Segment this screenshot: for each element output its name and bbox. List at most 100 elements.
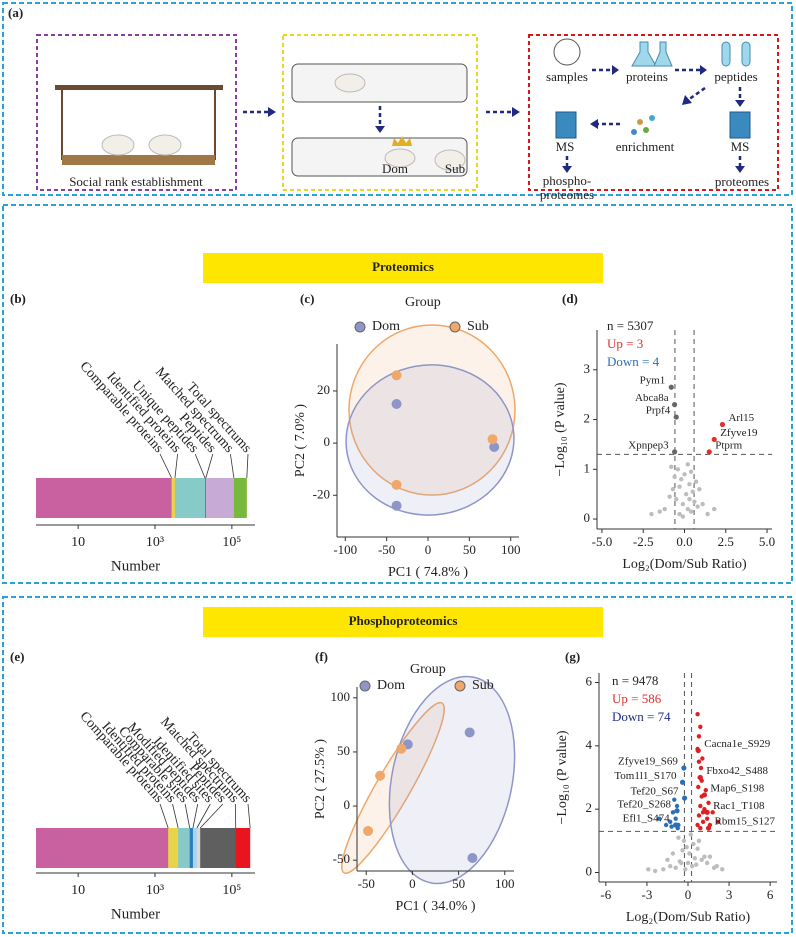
point: [676, 835, 681, 840]
leader-line: [172, 803, 179, 829]
point: [667, 494, 672, 499]
point: [657, 509, 662, 514]
point: [698, 765, 704, 771]
y-axis-label: PC2 ( 7.0% ): [293, 404, 308, 477]
caption: Social rank establishment: [69, 174, 203, 189]
x-tick-label: 5.0: [759, 534, 775, 549]
point: [662, 506, 667, 512]
point-label: Ptprm: [715, 439, 742, 451]
proteomes-label: proteomes: [715, 174, 769, 189]
ms-label: MS: [556, 139, 575, 154]
y-tick-label: 2: [586, 800, 593, 815]
x-axis-label: PC1 ( 34.0% ): [395, 899, 475, 914]
point: [703, 787, 708, 793]
point: [689, 863, 695, 869]
legend-label: Sub: [467, 319, 489, 334]
point: [696, 734, 702, 739]
point: [684, 844, 689, 850]
point: [691, 841, 696, 847]
leader-line: [159, 803, 169, 829]
section-banner: [203, 607, 603, 637]
point: [670, 487, 676, 492]
x-tick-label: 100: [495, 876, 515, 891]
ms-box: [528, 34, 779, 191]
point: [681, 838, 687, 844]
x-tick-label: 10³: [146, 883, 164, 898]
highlight-point: [704, 809, 710, 815]
point: [696, 784, 701, 790]
point: [687, 496, 692, 502]
leader-line: [230, 453, 235, 479]
point: [702, 854, 707, 859]
y-tick-label: 6: [586, 673, 593, 688]
proteins-label: proteins: [626, 69, 668, 84]
point: [696, 759, 702, 764]
leader-line: [159, 453, 172, 479]
point: [688, 832, 693, 837]
point: [696, 813, 702, 818]
dom-label: Dom: [382, 161, 408, 176]
point: [694, 862, 699, 867]
point: [710, 810, 715, 815]
y-tick-label: -50: [333, 851, 350, 866]
point: [683, 491, 689, 497]
highlight-point: [706, 449, 712, 455]
y-tick-label: 0: [344, 797, 351, 812]
x-tick-label: -5.0: [592, 534, 613, 549]
point: [673, 865, 678, 870]
point: [687, 851, 692, 856]
y-tick-label: 100: [331, 689, 351, 704]
point-label: Tom1l1_S170: [614, 770, 677, 782]
point-label: Zfyve19_S69: [618, 756, 678, 768]
point: [685, 506, 691, 512]
x-tick-label: 10: [71, 883, 85, 898]
point: [675, 467, 681, 472]
point: [692, 856, 698, 861]
point: [489, 442, 500, 453]
x-tick-label: 0: [425, 542, 432, 557]
y-tick-label: 0: [584, 510, 591, 525]
point: [391, 370, 402, 381]
highlight-point: [701, 792, 708, 798]
point: [695, 822, 700, 828]
y-tick-label: 4: [586, 737, 593, 752]
point: [693, 479, 699, 484]
y-axis-label: PC2 ( 27.5% ): [313, 739, 328, 819]
point: [677, 859, 682, 864]
annotation: n = 5307: [607, 318, 654, 333]
point: [375, 770, 386, 781]
point: [674, 803, 680, 809]
point: [687, 482, 692, 487]
point-label: Prpf4: [646, 405, 671, 417]
highlight-point: [671, 402, 678, 408]
point: [672, 797, 677, 802]
point: [669, 464, 674, 470]
point: [714, 863, 719, 869]
point: [672, 474, 677, 479]
y-tick-label: 0: [586, 863, 593, 878]
legend-label: Dom: [377, 678, 405, 693]
panel-label: (f): [315, 649, 328, 664]
peptides-label: peptides: [714, 69, 757, 84]
x-tick-label: -50: [378, 542, 395, 557]
highlight-point: [673, 822, 679, 828]
x-tick-label: -2.5: [633, 534, 654, 549]
point: [715, 819, 721, 825]
legend-swatch: [449, 321, 461, 333]
point: [665, 857, 670, 863]
point-label: Fbxo42_S488: [706, 765, 768, 777]
point: [697, 487, 702, 492]
leader-line: [205, 453, 214, 479]
section-banner: [203, 253, 603, 283]
pca-ellipses: [341, 324, 516, 885]
x-tick-label: 10: [71, 535, 85, 550]
point: [695, 846, 700, 851]
proteomics-box: [2, 204, 793, 584]
point: [652, 868, 658, 874]
x-tick-label: -50: [358, 876, 375, 891]
highlight-point: [673, 414, 679, 420]
legend-label: Dom: [372, 319, 400, 334]
leader-line: [199, 803, 224, 829]
x-axis-label: Number: [111, 906, 160, 922]
leader-line: [246, 453, 249, 479]
